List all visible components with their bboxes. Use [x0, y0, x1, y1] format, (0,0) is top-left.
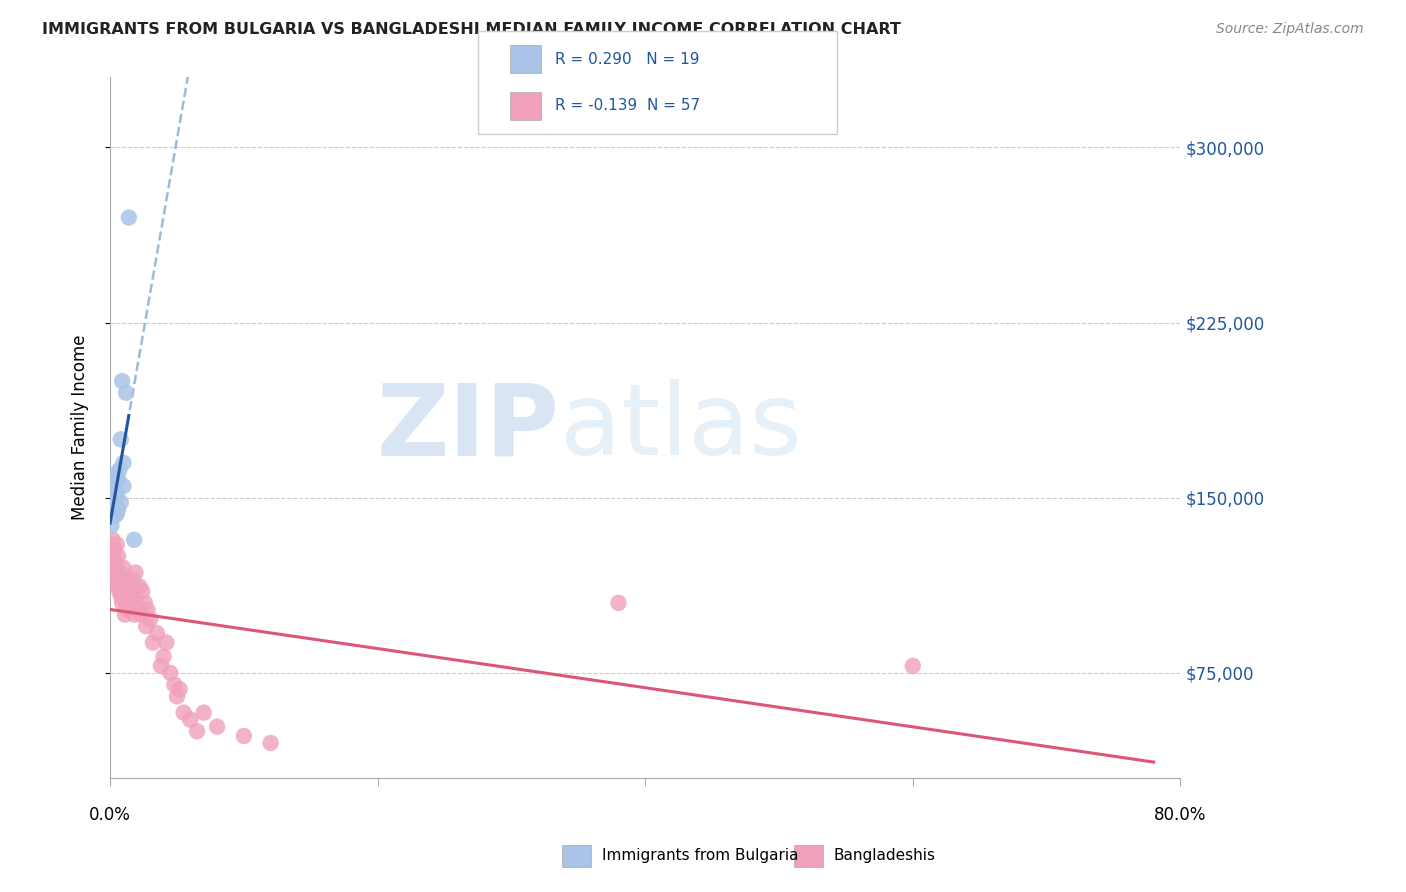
Point	[107, 502, 129, 516]
Point	[112, 479, 135, 493]
Point	[124, 566, 146, 580]
Point	[117, 603, 139, 617]
Point	[112, 561, 135, 575]
Text: 0.0%: 0.0%	[89, 806, 131, 824]
Point	[103, 479, 125, 493]
Point	[901, 659, 924, 673]
Point	[107, 580, 129, 594]
Text: R = -0.139  N = 57: R = -0.139 N = 57	[555, 98, 700, 113]
Point	[135, 619, 157, 633]
Point	[105, 561, 128, 575]
Point	[129, 607, 152, 622]
Point	[101, 502, 124, 516]
Point	[103, 566, 125, 580]
Point	[142, 635, 165, 649]
Point	[100, 566, 122, 580]
Point	[107, 472, 129, 486]
Point	[179, 713, 201, 727]
Text: ZIP: ZIP	[377, 379, 560, 476]
Point	[166, 690, 188, 704]
Point	[159, 665, 181, 680]
Point	[104, 573, 127, 587]
Point	[232, 729, 254, 743]
Point	[120, 584, 142, 599]
Point	[108, 566, 131, 580]
Text: Bangladeshis: Bangladeshis	[834, 848, 936, 863]
Point	[104, 495, 127, 509]
Point	[111, 580, 134, 594]
Point	[155, 635, 177, 649]
Point	[139, 612, 162, 626]
Point	[115, 385, 138, 400]
Point	[259, 736, 281, 750]
Point	[112, 456, 135, 470]
Point	[205, 720, 228, 734]
Point	[163, 677, 186, 691]
Point	[104, 556, 127, 570]
Point	[114, 584, 136, 599]
Point	[173, 706, 195, 720]
Point	[110, 495, 132, 509]
Point	[152, 649, 174, 664]
Point	[112, 589, 135, 603]
Point	[121, 573, 143, 587]
Point	[105, 507, 128, 521]
Y-axis label: Median Family Income: Median Family Income	[72, 335, 89, 520]
Point	[111, 374, 134, 388]
Point	[107, 549, 129, 563]
Point	[118, 573, 141, 587]
Point	[103, 509, 125, 524]
Point	[118, 211, 141, 225]
Point	[101, 549, 124, 563]
Point	[125, 596, 148, 610]
Point	[136, 603, 159, 617]
Point	[117, 580, 139, 594]
Text: atlas: atlas	[560, 379, 801, 476]
Point	[146, 626, 169, 640]
Point	[104, 467, 127, 482]
Point	[101, 533, 124, 547]
Text: R = 0.290   N = 19: R = 0.290 N = 19	[555, 52, 700, 67]
Point	[149, 659, 172, 673]
Point	[114, 607, 136, 622]
Point	[186, 724, 208, 739]
Point	[118, 596, 141, 610]
Point	[115, 596, 138, 610]
Point	[103, 542, 125, 557]
Point	[100, 518, 122, 533]
Point	[169, 682, 191, 697]
Point	[128, 580, 150, 594]
Point	[134, 596, 156, 610]
Point	[110, 570, 132, 584]
Text: IMMIGRANTS FROM BULGARIA VS BANGLADESHI MEDIAN FAMILY INCOME CORRELATION CHART: IMMIGRANTS FROM BULGARIA VS BANGLADESHI …	[42, 22, 901, 37]
Point	[121, 589, 143, 603]
Point	[131, 584, 153, 599]
Point	[105, 537, 128, 551]
Point	[110, 589, 132, 603]
Point	[111, 596, 134, 610]
Point	[122, 607, 145, 622]
Point	[193, 706, 215, 720]
Point	[122, 533, 145, 547]
Text: Immigrants from Bulgaria: Immigrants from Bulgaria	[602, 848, 799, 863]
Point	[110, 433, 132, 447]
Point	[108, 584, 131, 599]
Point	[105, 486, 128, 500]
Text: Source: ZipAtlas.com: Source: ZipAtlas.com	[1216, 22, 1364, 37]
Point	[607, 596, 630, 610]
Text: 80.0%: 80.0%	[1154, 806, 1206, 824]
Point	[108, 463, 131, 477]
